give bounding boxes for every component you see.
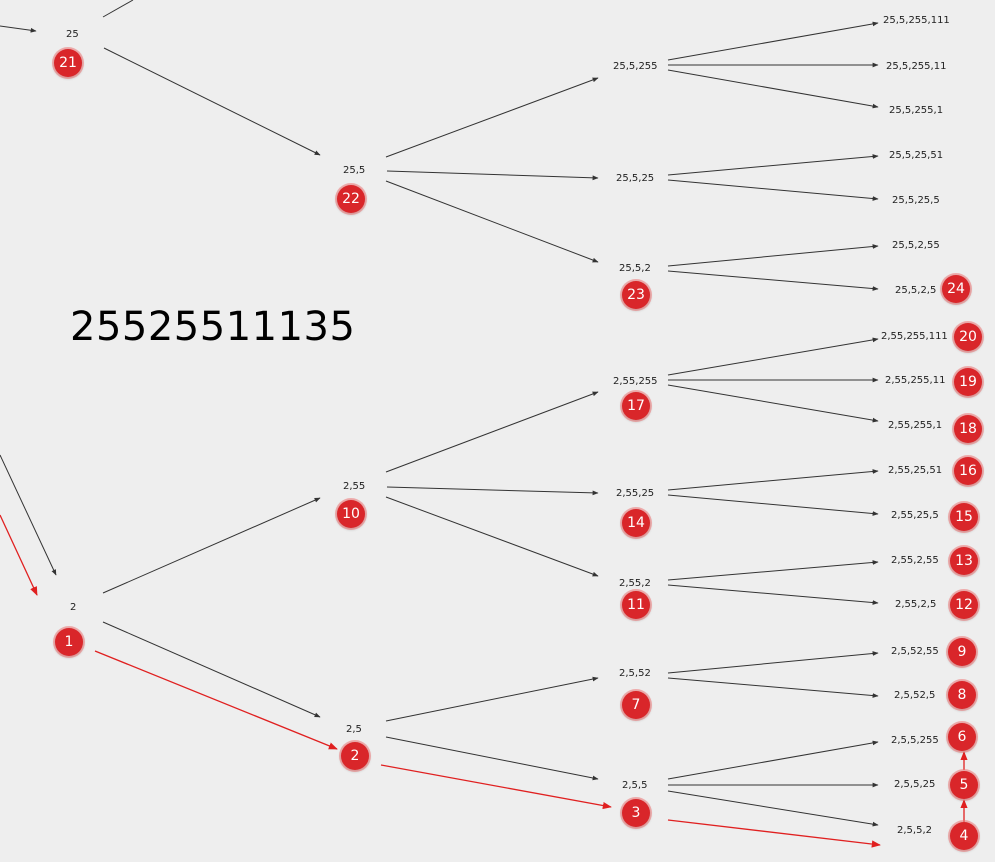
- order-badge: 13: [950, 547, 978, 575]
- input-number: 25525511135: [70, 304, 356, 350]
- node-label: 2,55,25,51: [888, 465, 943, 476]
- order-badge: 15: [950, 503, 978, 531]
- edge: [667, 244, 879, 267]
- edge: [667, 790, 879, 827]
- node-label: 2,5,52: [619, 668, 651, 679]
- edge: [667, 651, 879, 674]
- node-label: 2,5: [346, 724, 362, 735]
- node-label: 25,5,2,55: [892, 240, 940, 251]
- order-badge: 3: [622, 799, 650, 827]
- node-label: 2,5,5,25: [894, 779, 936, 790]
- node-label: 2,55,25,5: [891, 510, 939, 521]
- edge: [385, 391, 599, 473]
- node-label: 25,5,25,51: [889, 150, 944, 161]
- edge: [386, 486, 599, 496]
- node-label: 2: [70, 602, 77, 613]
- edge: [385, 496, 599, 577]
- edge: [667, 21, 879, 61]
- order-badge: 20: [954, 323, 982, 351]
- order-badge: 19: [954, 368, 982, 396]
- node-label: 2,55,255,11: [885, 375, 946, 386]
- node-label: 25,5,255: [613, 61, 658, 72]
- order-badge: 11: [622, 591, 650, 619]
- order-badge: 22: [337, 185, 365, 213]
- node-label: 25,5,25,5: [892, 195, 940, 206]
- node-label: 2,55,2,55: [891, 555, 939, 566]
- edge: [667, 270, 879, 291]
- edge: [103, 47, 321, 156]
- edge: [667, 384, 879, 423]
- order-badge: 16: [954, 457, 982, 485]
- node-label: 25,5,2,5: [895, 285, 937, 296]
- edge: [667, 740, 879, 780]
- edge: [102, 621, 321, 718]
- edge: [667, 494, 879, 516]
- path-edge: [667, 819, 881, 848]
- edge: [667, 584, 879, 605]
- edge: [0, 25, 37, 33]
- edge: [385, 676, 599, 722]
- node-label: 2,55,255: [613, 376, 658, 387]
- edge: [385, 77, 599, 158]
- node-label: 25,5,255,1: [889, 105, 944, 116]
- edge: [0, 454, 57, 576]
- node-label: 25,5,255,111: [883, 15, 950, 26]
- order-badge: 5: [950, 771, 978, 799]
- order-badge: 23: [622, 281, 650, 309]
- node-label: 2,5,52,5: [894, 690, 936, 701]
- node-label: 2,55,255,1: [888, 420, 943, 431]
- node-label: 2,5,5,255: [891, 735, 939, 746]
- edge: [667, 677, 879, 698]
- node-label: 2,55,25: [616, 488, 655, 499]
- order-badge: 24: [942, 275, 970, 303]
- order-badge: 18: [954, 415, 982, 443]
- node-label: 2,5,5,2: [897, 825, 932, 836]
- node-label: 2,55,2,5: [895, 599, 937, 610]
- order-badge: 17: [622, 392, 650, 420]
- edge: [667, 337, 879, 376]
- order-badge: 2: [341, 742, 369, 770]
- path-edge: [94, 650, 338, 750]
- node-label: 2,55: [343, 481, 366, 492]
- edge: [667, 154, 879, 176]
- order-badge: 1: [55, 628, 83, 656]
- edge: [102, 0, 134, 18]
- node-label: 2,55,2: [619, 578, 651, 589]
- order-badge: 10: [337, 500, 365, 528]
- node-label: 25,5,2: [619, 263, 651, 274]
- node-label: 2,55,255,111: [881, 331, 948, 342]
- order-badge: 7: [622, 691, 650, 719]
- order-badge: 4: [950, 822, 978, 850]
- node-label: 25,5: [343, 165, 366, 176]
- path-edge: [0, 514, 38, 596]
- order-badge: 14: [622, 509, 650, 537]
- node-label: 2,5,52,55: [891, 646, 939, 657]
- edge: [667, 560, 879, 581]
- order-badge: 12: [950, 591, 978, 619]
- node-label: 2,5,5: [622, 780, 648, 791]
- edge: [667, 179, 879, 201]
- edge: [667, 69, 879, 109]
- edge: [102, 497, 321, 594]
- order-badge: 21: [54, 49, 82, 77]
- node-label: 25,5,255,11: [886, 61, 947, 72]
- order-badge: 9: [948, 638, 976, 666]
- edge: [386, 170, 599, 181]
- node-label: 25: [66, 29, 79, 40]
- order-badge: 6: [948, 723, 976, 751]
- edge: [667, 469, 879, 491]
- node-label: 25,5,25: [616, 173, 655, 184]
- path-edge: [380, 764, 612, 810]
- edge: [385, 180, 599, 263]
- edge: [385, 736, 599, 781]
- order-badge: 8: [948, 681, 976, 709]
